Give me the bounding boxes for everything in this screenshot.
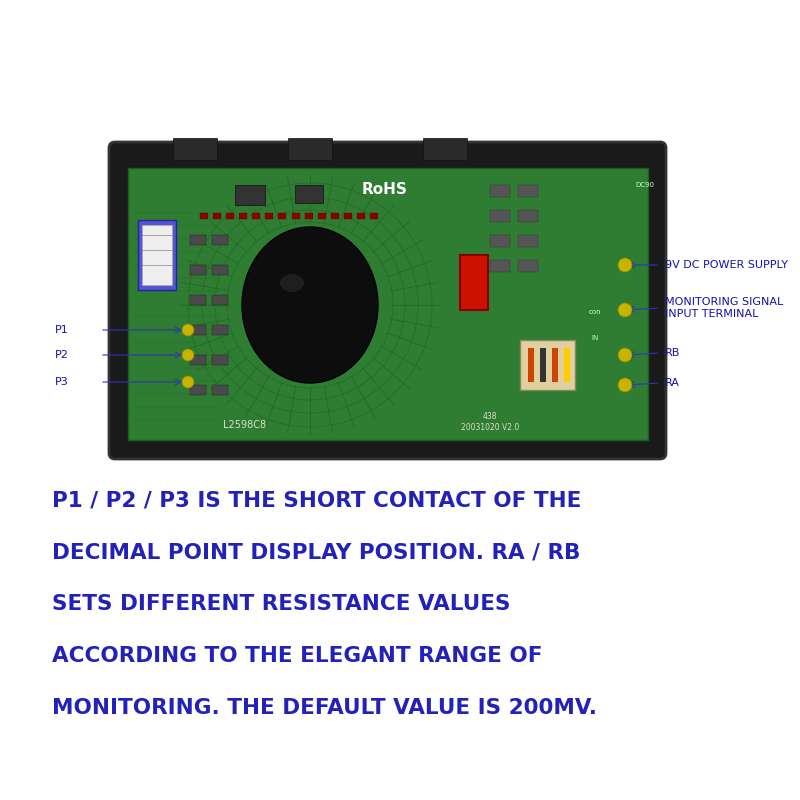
Bar <box>305 213 313 219</box>
Bar <box>540 348 546 382</box>
Text: L2598C8: L2598C8 <box>223 420 266 430</box>
Bar <box>266 213 274 219</box>
Text: P1 / P2 / P3 IS THE SHORT CONTACT OF THE: P1 / P2 / P3 IS THE SHORT CONTACT OF THE <box>52 490 582 510</box>
Bar <box>173 138 217 160</box>
Bar <box>239 213 247 219</box>
Bar <box>490 260 510 272</box>
Bar <box>212 235 228 245</box>
Bar <box>252 213 260 219</box>
Bar <box>212 385 228 395</box>
Bar <box>212 355 228 365</box>
FancyBboxPatch shape <box>109 142 666 459</box>
Circle shape <box>618 303 632 317</box>
Bar <box>190 355 206 365</box>
Bar <box>520 340 575 390</box>
Text: P3: P3 <box>55 377 69 387</box>
Bar <box>518 185 538 197</box>
Text: ACCORDING TO THE ELEGANT RANGE OF: ACCORDING TO THE ELEGANT RANGE OF <box>52 646 542 666</box>
Bar <box>212 265 228 275</box>
Bar <box>235 185 265 205</box>
Bar <box>200 213 208 219</box>
Bar <box>142 225 172 285</box>
Ellipse shape <box>280 274 304 292</box>
Bar <box>278 213 286 219</box>
Bar <box>344 213 352 219</box>
Bar <box>518 210 538 222</box>
Bar <box>370 213 378 219</box>
Bar <box>128 168 648 440</box>
Bar <box>291 213 299 219</box>
Bar <box>190 385 206 395</box>
Bar <box>330 213 338 219</box>
Bar <box>490 210 510 222</box>
Circle shape <box>618 378 632 392</box>
Text: RoHS: RoHS <box>362 182 408 198</box>
Text: DC90: DC90 <box>635 182 654 188</box>
Bar <box>552 348 558 382</box>
Bar <box>212 325 228 335</box>
Bar <box>138 220 176 290</box>
Bar <box>518 235 538 247</box>
Bar <box>288 138 332 160</box>
Bar <box>490 185 510 197</box>
Circle shape <box>618 258 632 272</box>
Bar <box>518 260 538 272</box>
Bar <box>190 295 206 305</box>
Bar <box>213 213 221 219</box>
Text: RB: RB <box>665 348 680 358</box>
Ellipse shape <box>242 227 378 383</box>
Text: RA: RA <box>665 378 680 388</box>
Circle shape <box>182 349 194 361</box>
Bar <box>357 213 365 219</box>
Bar <box>190 235 206 245</box>
Text: SETS DIFFERENT RESISTANCE VALUES: SETS DIFFERENT RESISTANCE VALUES <box>52 594 510 614</box>
Bar <box>564 348 570 382</box>
Bar <box>460 255 488 310</box>
Text: MONITORING. THE DEFAULT VALUE IS 200MV.: MONITORING. THE DEFAULT VALUE IS 200MV. <box>52 698 597 718</box>
Bar <box>190 265 206 275</box>
Text: P1: P1 <box>55 325 69 335</box>
Bar <box>226 213 234 219</box>
Text: con: con <box>589 309 602 315</box>
Text: DECIMAL POINT DISPLAY POSITION. RA / RB: DECIMAL POINT DISPLAY POSITION. RA / RB <box>52 542 580 562</box>
Text: IN: IN <box>591 335 598 341</box>
Text: MONITORING SIGNAL
INPUT TERMINAL: MONITORING SIGNAL INPUT TERMINAL <box>665 297 783 319</box>
Bar <box>212 295 228 305</box>
Bar <box>490 235 510 247</box>
Circle shape <box>182 376 194 388</box>
Text: 438
20031020 V2.0: 438 20031020 V2.0 <box>461 411 519 432</box>
Circle shape <box>182 324 194 336</box>
Bar <box>295 185 323 203</box>
Bar <box>423 138 467 160</box>
Bar <box>528 348 534 382</box>
Text: P2: P2 <box>55 350 69 360</box>
Bar <box>190 325 206 335</box>
Circle shape <box>618 348 632 362</box>
Text: 9V DC POWER SUPPLY: 9V DC POWER SUPPLY <box>665 260 788 270</box>
Bar <box>318 213 326 219</box>
